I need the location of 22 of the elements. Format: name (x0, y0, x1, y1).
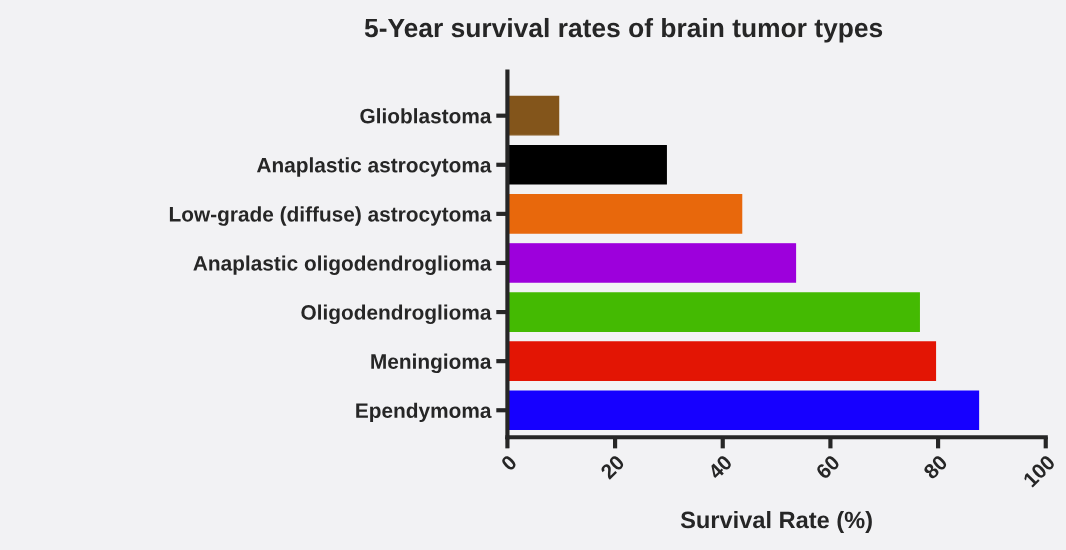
x-axis-title: Survival Rate (%) (680, 510, 872, 533)
y-tick-label: Ependymoma (356, 402, 492, 423)
chart-title: 5-Year survival rates of brain tumor types (364, 17, 883, 43)
bar (507, 341, 937, 381)
x-tick-label: 100 (1022, 454, 1056, 488)
bar (507, 292, 920, 332)
x-tick-label: 80 (922, 454, 949, 480)
y-tick-label: Meningioma (371, 353, 492, 374)
x-tick-label: 0 (500, 454, 518, 472)
y-tick-label: Glioblastoma (360, 108, 492, 124)
bar (507, 95, 560, 136)
y-tick-label: Anaplastic astrocytoma (256, 157, 492, 177)
bar (507, 243, 797, 283)
x-tick-label: 40 (706, 454, 733, 481)
bar (507, 390, 980, 431)
bar (507, 194, 743, 234)
y-tick-label: Anaplastic oligodendroglioma (193, 255, 492, 275)
bar (507, 144, 667, 185)
y-tick-label: Low-grade (diffuse) astrocytoma (169, 206, 492, 226)
x-tick-label: 20 (599, 454, 626, 480)
x-tick-label: 60 (814, 454, 841, 480)
y-tick-label: Oligodendroglioma (301, 304, 492, 325)
